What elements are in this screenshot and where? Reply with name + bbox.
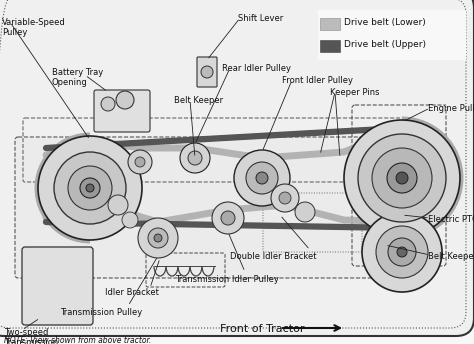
Text: Pulley: Pulley <box>2 28 27 37</box>
FancyBboxPatch shape <box>22 247 93 325</box>
Circle shape <box>388 238 416 266</box>
Circle shape <box>376 226 428 278</box>
Circle shape <box>180 143 210 173</box>
Circle shape <box>201 66 213 78</box>
Circle shape <box>358 134 446 222</box>
Circle shape <box>279 192 291 204</box>
Circle shape <box>246 162 278 194</box>
Text: Transmission Idler Pulley: Transmission Idler Pulley <box>175 275 279 284</box>
Text: Rear Idler Pulley: Rear Idler Pulley <box>222 64 291 73</box>
Circle shape <box>212 202 244 234</box>
Circle shape <box>138 218 178 258</box>
Circle shape <box>271 184 299 212</box>
FancyBboxPatch shape <box>318 10 466 60</box>
Circle shape <box>54 152 126 224</box>
Circle shape <box>387 163 417 193</box>
Text: Electric PTO Clutch: Electric PTO Clutch <box>428 215 474 224</box>
Circle shape <box>128 150 152 174</box>
Circle shape <box>108 195 128 215</box>
Text: Battery Tray: Battery Tray <box>52 68 103 77</box>
Circle shape <box>148 228 168 248</box>
Circle shape <box>396 172 408 184</box>
Circle shape <box>256 172 268 184</box>
Circle shape <box>362 212 442 292</box>
Bar <box>320 18 340 30</box>
Circle shape <box>86 184 94 192</box>
Text: Two-speed: Two-speed <box>4 328 48 337</box>
Circle shape <box>154 234 162 242</box>
Text: Front Idler Pulley: Front Idler Pulley <box>282 76 353 85</box>
Circle shape <box>122 212 138 228</box>
Bar <box>320 40 340 52</box>
Text: Variable-Speed: Variable-Speed <box>2 18 66 27</box>
Circle shape <box>188 151 202 165</box>
Text: Opening: Opening <box>52 78 88 87</box>
Circle shape <box>295 202 315 222</box>
Circle shape <box>372 148 432 208</box>
Text: Belt Keeper: Belt Keeper <box>174 96 223 105</box>
Text: Drive belt (Upper): Drive belt (Upper) <box>344 40 426 49</box>
Circle shape <box>234 150 290 206</box>
Circle shape <box>221 211 235 225</box>
Text: Transmission Pulley: Transmission Pulley <box>60 308 142 317</box>
FancyBboxPatch shape <box>197 57 217 87</box>
Circle shape <box>38 136 142 240</box>
Circle shape <box>116 91 134 109</box>
Text: Idler Bracket: Idler Bracket <box>105 288 159 297</box>
Text: Drive belt (Lower): Drive belt (Lower) <box>344 18 426 27</box>
Circle shape <box>135 157 145 167</box>
Circle shape <box>101 97 115 111</box>
Text: Engine Pulley: Engine Pulley <box>428 104 474 113</box>
FancyBboxPatch shape <box>15 137 426 278</box>
Text: NOTE: View shown from above tractor.: NOTE: View shown from above tractor. <box>4 336 151 344</box>
Text: Double Idler Bracket: Double Idler Bracket <box>230 252 317 261</box>
Circle shape <box>80 178 100 198</box>
Circle shape <box>344 120 460 236</box>
Circle shape <box>397 247 407 257</box>
Circle shape <box>68 166 112 210</box>
Text: Keeper Pins: Keeper Pins <box>330 88 380 97</box>
Text: Transmission: Transmission <box>4 338 58 344</box>
FancyBboxPatch shape <box>0 0 474 336</box>
Text: Shift Lever: Shift Lever <box>238 14 283 23</box>
Text: Belt Keeper: Belt Keeper <box>428 252 474 261</box>
FancyBboxPatch shape <box>94 90 150 132</box>
Text: Front of Tractor: Front of Tractor <box>220 324 304 334</box>
